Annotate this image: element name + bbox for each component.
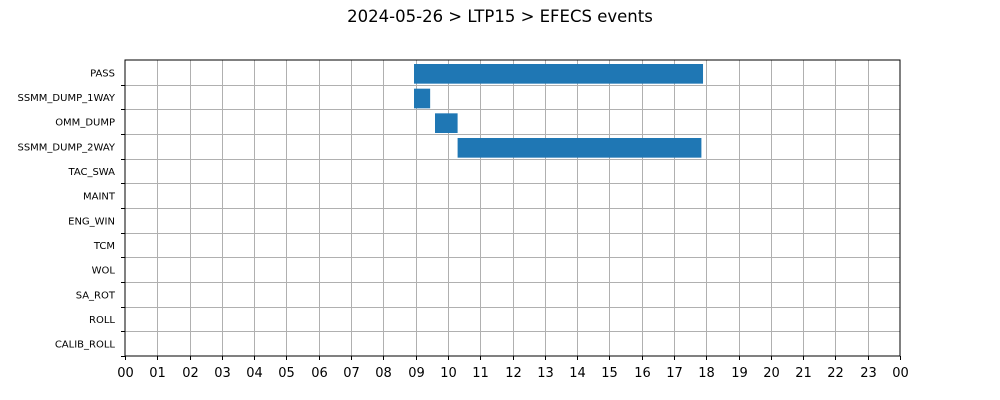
y-tick-label: TAC_SWA [67, 167, 115, 178]
y-tick-label: SSMM_DUMP_2WAY [17, 142, 115, 153]
x-tick-label: 09 [408, 366, 425, 381]
x-tick-label: 12 [505, 366, 522, 381]
x-tick-label: 06 [311, 366, 328, 381]
x-tick-label: 03 [214, 366, 231, 381]
x-tick-label: 20 [763, 366, 780, 381]
x-tick-label: 17 [666, 366, 683, 381]
event-bar [435, 113, 458, 133]
x-tick-label: 00 [892, 366, 909, 381]
y-tick-label: CALIB_ROLL [55, 340, 116, 351]
event-bar [414, 88, 431, 109]
x-tick-label: 13 [537, 366, 554, 381]
y-tick-label: ROLL [89, 315, 115, 326]
x-tick-label: 04 [246, 366, 263, 381]
y-tick-label: TCM [93, 241, 115, 252]
event-bars [414, 64, 704, 158]
event-bar [414, 64, 704, 84]
x-tick-label: 22 [827, 366, 844, 381]
y-tick-label: OMM_DUMP [55, 118, 115, 129]
event-bar [457, 138, 702, 158]
x-tick-label: 11 [472, 366, 489, 381]
x-axis: 00 01 02 03 04 05 06 07 08 09 10 11 12 13 14 15 16 17 18 19… [117, 356, 909, 381]
y-tick-label: SA_ROT [76, 290, 116, 301]
x-tick-label: 21 [795, 366, 812, 381]
x-tick-label: 15 [601, 366, 618, 381]
y-tick-label: PASS [90, 68, 115, 79]
x-tick-label: 05 [278, 366, 295, 381]
x-tick-label: 19 [731, 366, 748, 381]
chart-title: 2024-05-26 > LTP15 > EFECS events [347, 7, 653, 26]
y-tick-label: SSMM_DUMP_1WAY [17, 93, 115, 104]
plot-frame [124, 59, 901, 357]
x-tick-label: 14 [569, 366, 586, 381]
x-tick-label: 00 [117, 366, 134, 381]
x-tick-label: 01 [149, 366, 166, 381]
y-tick-label: MAINT [83, 192, 116, 203]
x-tick-label: 18 [698, 366, 715, 381]
grid [125, 60, 900, 356]
y-tick-label: ENG_WIN [68, 216, 115, 227]
x-tick-label: 02 [182, 366, 199, 381]
x-tick-label: 16 [634, 366, 651, 381]
x-tick-label: 08 [375, 366, 392, 381]
y-tick-label: WOL [92, 266, 116, 277]
x-tick-label: 07 [343, 366, 360, 381]
y-axis: PASS SSMM_DUMP_1WAY OMM_DUMP SSMM_DUMP_2WAY… [17, 68, 125, 357]
x-tick-label: 23 [860, 366, 877, 381]
x-tick-label: 10 [440, 366, 457, 381]
